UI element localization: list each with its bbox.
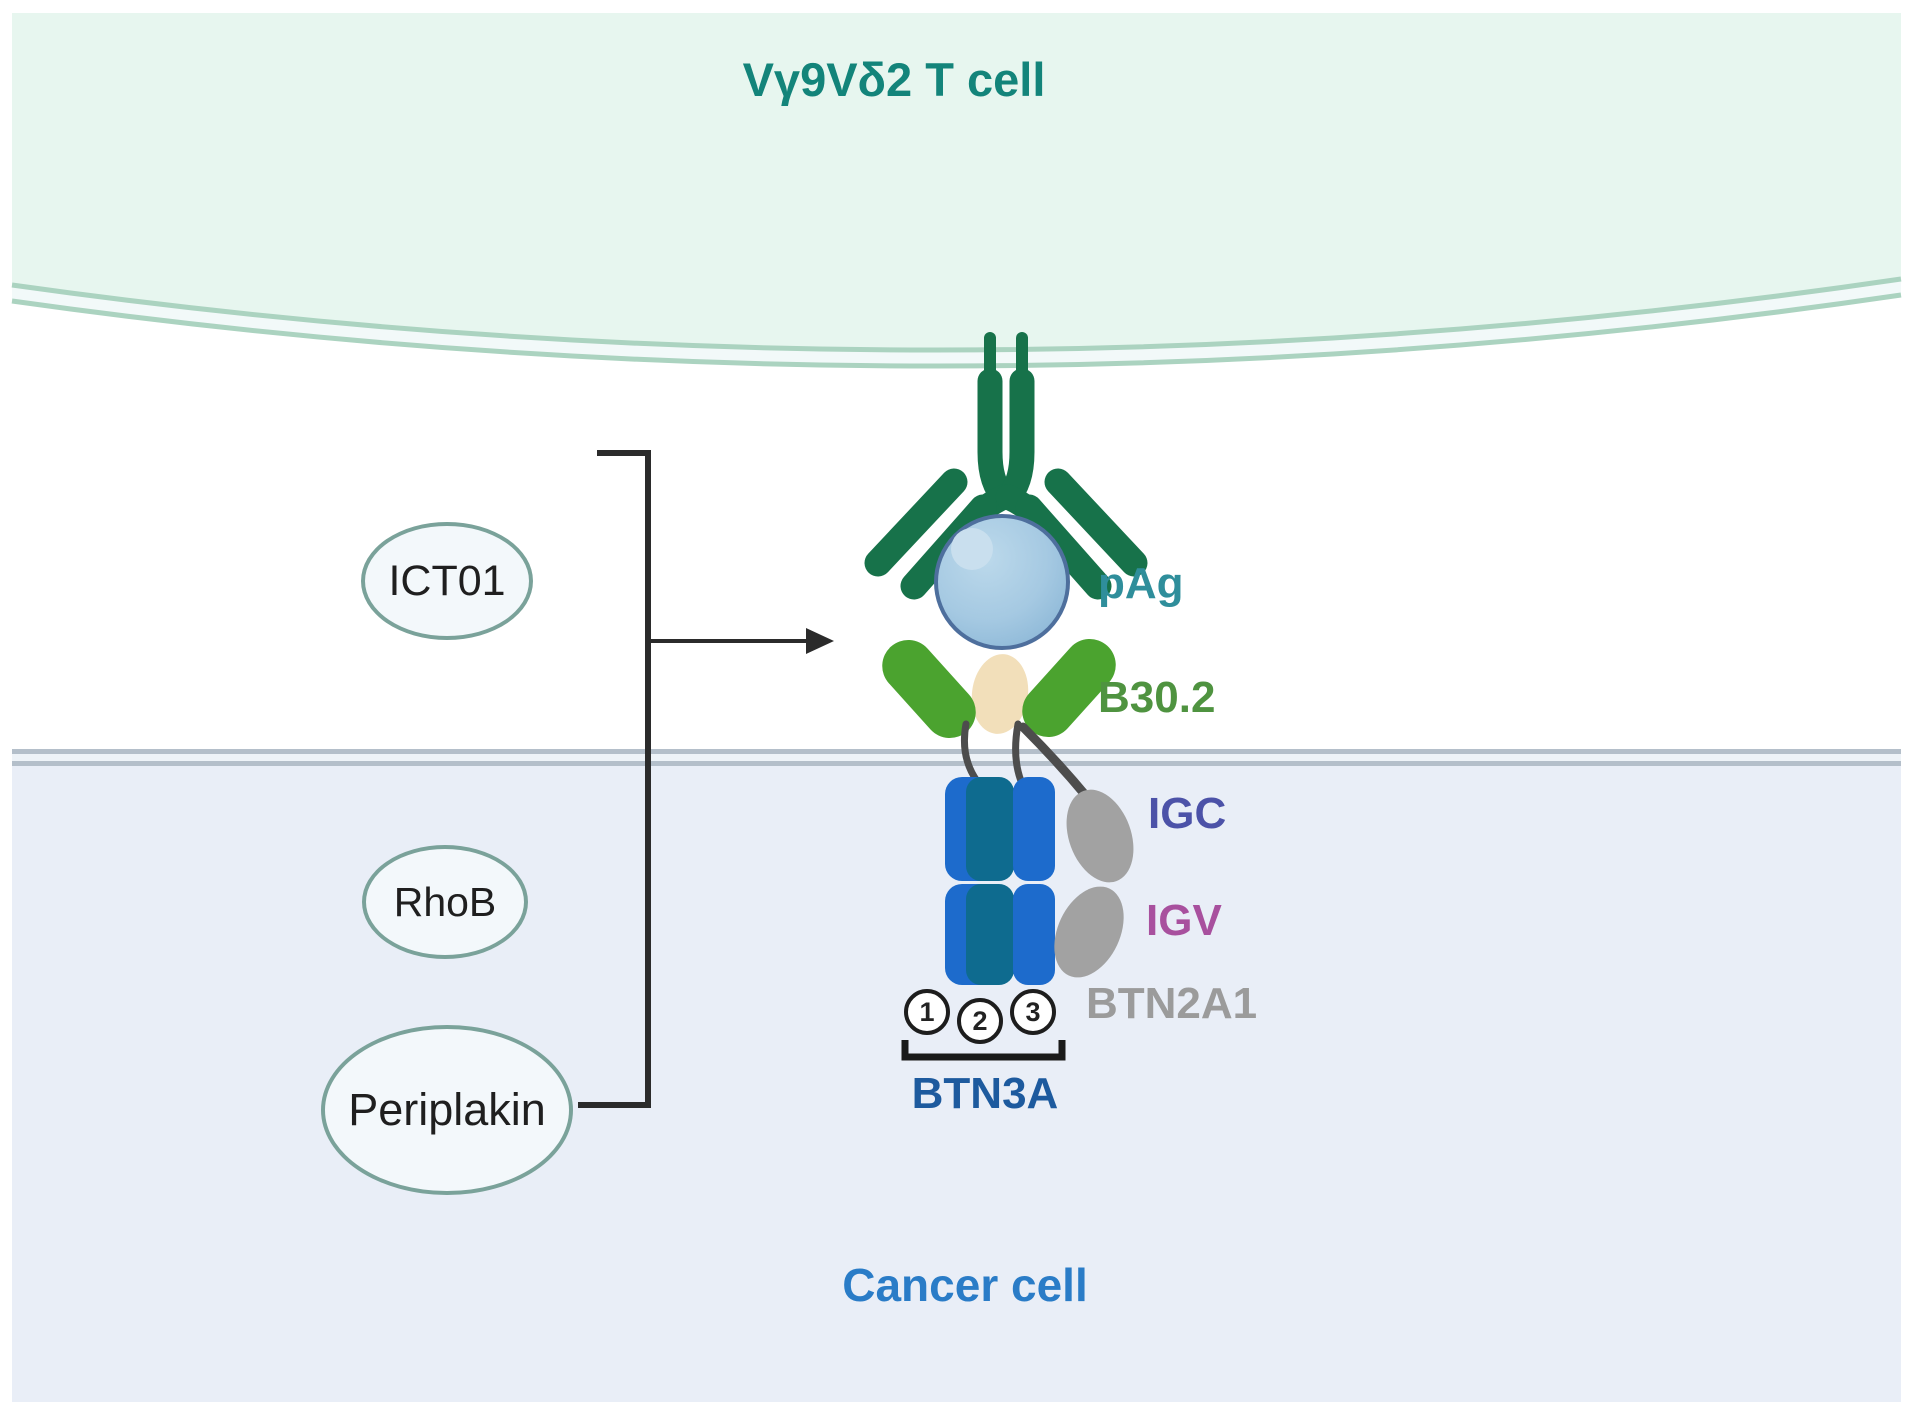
btn3a-dimer-icon xyxy=(945,777,1055,985)
b302-domain-right-icon xyxy=(1022,638,1116,738)
b302-label: B30.2 xyxy=(1098,673,1216,722)
linker-left xyxy=(960,720,981,785)
regulator-oval-rhob: RhoB xyxy=(362,845,528,959)
regulator-oval-periplakin: Periplakin xyxy=(321,1025,573,1195)
tcr-arm-inner-right xyxy=(1015,494,1112,600)
cancer-cell-membrane-outer-line xyxy=(12,749,1901,754)
btn3a-lower-blue-right xyxy=(1013,884,1055,985)
pag-label: pAg xyxy=(1098,559,1184,608)
cancer-cell-label: Cancer cell xyxy=(842,1259,1088,1311)
tcr-arm-outer-left xyxy=(864,468,968,577)
igc-label: IGC xyxy=(1148,789,1227,838)
regulator-oval-ict01: ICT01 xyxy=(361,522,533,640)
btn3a-upper-blue-right xyxy=(1013,777,1055,881)
igv-label: IGV xyxy=(1146,896,1222,945)
linker-right xyxy=(1012,720,1025,785)
regulator-bracket xyxy=(578,450,651,1108)
btn3a-subunit-2-badge: 2 xyxy=(957,998,1003,1044)
b302-domain-left-icon xyxy=(882,639,976,739)
cancer-cell-membrane-band xyxy=(12,753,1901,763)
activation-arrow-head xyxy=(806,628,834,654)
t-cell-membrane-outer-line xyxy=(11,276,1902,353)
t-cell-title: Vγ9Vδ2 T cell xyxy=(742,53,1046,106)
cancer-cell-membrane-inner-line xyxy=(12,761,1901,766)
btn3a-subunit-1-badge: 1 xyxy=(904,989,950,1035)
tcr-heavy-chain-right xyxy=(995,368,1035,510)
b302-center-domain-icon xyxy=(971,654,1029,734)
t-cell-membrane-inner-line xyxy=(11,292,1902,369)
t-cell-body xyxy=(12,13,1901,351)
rhob-label: RhoB xyxy=(393,878,497,925)
linker-btn2a1 xyxy=(1018,722,1092,802)
ict01-label: ICT01 xyxy=(388,556,506,605)
tcr-heavy-chain-left xyxy=(977,368,1017,510)
tcr-icon xyxy=(864,332,1148,600)
btn3a-lower-teal xyxy=(966,884,1014,985)
btn3a-subunit-3-badge: 3 xyxy=(1010,989,1056,1035)
membrane-linkers xyxy=(960,720,1092,802)
btn3a-label: BTN3A xyxy=(911,1069,1059,1118)
tcr-arm-outer-right xyxy=(1044,468,1148,577)
t-cell-membrane-band xyxy=(12,279,1901,367)
btn3a-subunit-bracket xyxy=(901,1040,1066,1061)
btn2a1-igc-domain-icon xyxy=(1066,789,1134,883)
btn2a1-label: BTN2A1 xyxy=(1086,979,1258,1028)
btn3a-upper-teal xyxy=(966,777,1014,881)
periplakin-label: Periplakin xyxy=(348,1084,546,1135)
pag-sphere-highlight xyxy=(951,528,993,570)
btn2a1-igv-domain-icon xyxy=(1054,886,1124,978)
